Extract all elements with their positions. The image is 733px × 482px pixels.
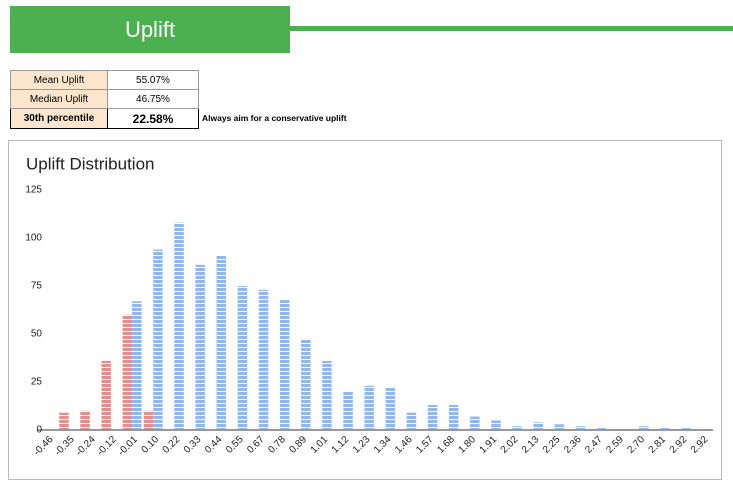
header-line bbox=[290, 26, 733, 31]
bar bbox=[364, 385, 374, 430]
row: 30th percentile 22.58% bbox=[10, 108, 199, 129]
note: Always aim for a conservative uplift bbox=[202, 113, 347, 123]
cell: 55.07% bbox=[107, 70, 199, 90]
cell: 46.75% bbox=[107, 89, 199, 109]
bar bbox=[322, 360, 332, 430]
bar bbox=[681, 428, 691, 430]
y-tick-label: 50 bbox=[31, 329, 43, 340]
bar bbox=[427, 405, 438, 430]
cell: Mean Uplift bbox=[10, 70, 108, 90]
y-tick-label: 25 bbox=[31, 377, 43, 388]
bar bbox=[533, 422, 543, 430]
bar bbox=[554, 424, 565, 430]
chart: Uplift Distribution 0255075100125-0.46-0… bbox=[8, 140, 722, 480]
chart-title: Uplift Distribution bbox=[26, 154, 155, 173]
bar bbox=[512, 426, 522, 430]
bar bbox=[195, 264, 205, 430]
summary-table: Mean Uplift 55.07% Median Uplift 46.75% 30… bbox=[10, 70, 199, 129]
bar bbox=[237, 286, 248, 430]
bar bbox=[174, 222, 184, 430]
bar bbox=[639, 426, 649, 430]
bar bbox=[153, 249, 163, 430]
bar bbox=[279, 299, 290, 430]
bar bbox=[122, 314, 133, 430]
header-title: Uplift bbox=[10, 6, 290, 53]
bar bbox=[101, 360, 111, 430]
bar bbox=[343, 391, 353, 430]
row: Mean Uplift 55.07% bbox=[10, 70, 199, 90]
bar bbox=[301, 339, 311, 430]
y-tick-label: 75 bbox=[31, 281, 43, 292]
y-tick-label: 125 bbox=[25, 185, 42, 196]
cell: Median Uplift bbox=[10, 89, 108, 109]
bar bbox=[132, 301, 142, 430]
bar bbox=[491, 420, 501, 430]
bar bbox=[660, 428, 670, 430]
row: Median Uplift 46.75% bbox=[10, 89, 199, 109]
bar bbox=[575, 426, 586, 430]
bar bbox=[406, 412, 417, 430]
bar bbox=[470, 416, 480, 430]
bar bbox=[216, 255, 227, 430]
bar bbox=[143, 410, 154, 430]
cell: 30th percentile bbox=[10, 108, 108, 129]
bar bbox=[385, 387, 396, 430]
bar bbox=[59, 412, 69, 430]
cell: 22.58% bbox=[107, 108, 199, 129]
y-tick-label: 100 bbox=[25, 233, 42, 244]
bar bbox=[448, 405, 459, 430]
bar bbox=[258, 289, 269, 430]
bar bbox=[596, 428, 607, 430]
bar bbox=[80, 410, 90, 430]
